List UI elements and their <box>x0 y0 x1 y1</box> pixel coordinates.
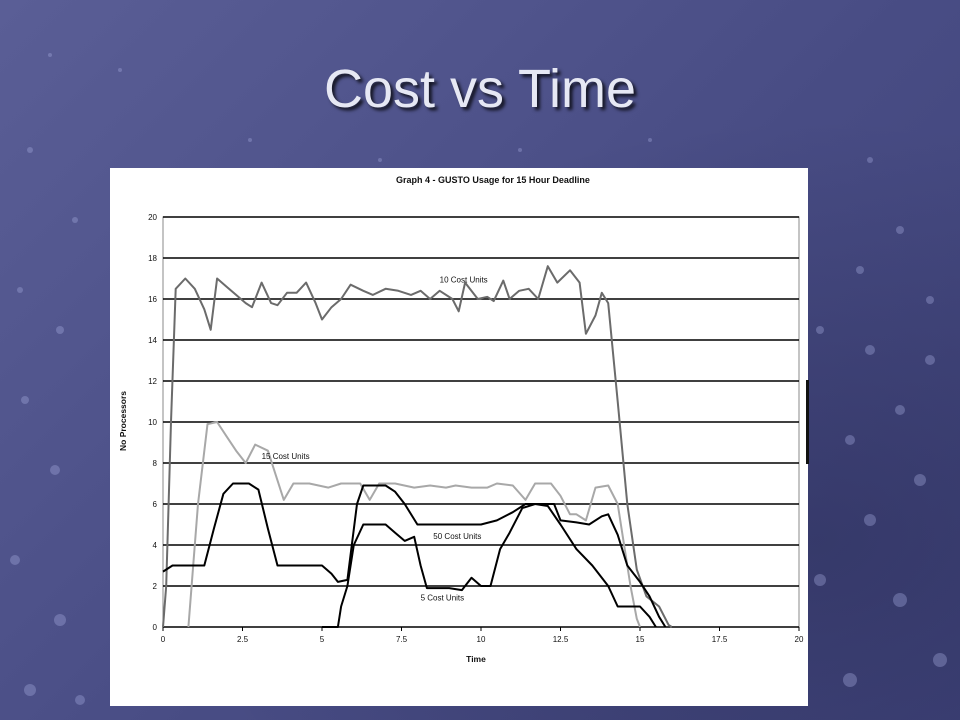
background-dot <box>248 138 252 142</box>
x-tick-label: 17.5 <box>712 635 728 644</box>
background-dot <box>895 405 905 415</box>
background-dot <box>865 345 875 355</box>
chart-title: Graph 4 - GUSTO Usage for 15 Hour Deadli… <box>396 175 590 185</box>
slide-title: Cost vs Time <box>323 59 637 119</box>
background-dot <box>48 53 52 57</box>
series-label: 15 Cost Units <box>262 452 310 461</box>
divider-bar <box>806 380 809 464</box>
x-tick-label: 7.5 <box>396 635 408 644</box>
background-dot <box>864 514 876 526</box>
series-line <box>162 265 673 628</box>
background-dot <box>50 465 60 475</box>
background-dot <box>816 326 824 334</box>
series-line <box>322 503 657 628</box>
series-label: 10 Cost Units <box>440 276 488 285</box>
background-dot <box>518 148 522 152</box>
x-tick-label: 0 <box>161 635 166 644</box>
x-tick-label: 12.5 <box>553 635 569 644</box>
background-dot <box>54 614 66 626</box>
y-tick-label: 14 <box>148 336 157 345</box>
y-tick-label: 0 <box>153 623 158 632</box>
x-tick-label: 10 <box>477 635 486 644</box>
x-tick-label: 5 <box>320 635 325 644</box>
x-tick-label: 15 <box>636 635 645 644</box>
x-tick-label: 20 <box>795 635 804 644</box>
y-tick-label: 18 <box>148 254 157 263</box>
series-line <box>187 421 641 628</box>
y-axis-label: No Processors <box>118 391 128 451</box>
y-tick-label: 10 <box>148 418 157 427</box>
axis-ticks: 0 2 4 6 8 10 12 14 16 18 20 0 2.5 5 7.5 10 12.5 15 17.5 20 <box>148 213 804 644</box>
y-tick-label: 12 <box>148 377 157 386</box>
series-lines <box>162 265 673 628</box>
background-dot <box>914 474 926 486</box>
background-dot <box>27 147 33 153</box>
y-tick-label: 2 <box>153 582 158 591</box>
background-dot <box>867 157 873 163</box>
background-dot <box>926 296 934 304</box>
background-dot <box>814 574 826 586</box>
background-dot <box>72 217 78 223</box>
series-line <box>162 482 667 628</box>
background-dot <box>118 68 122 72</box>
background-dot <box>17 287 23 293</box>
series-annotations: 10 Cost Units 15 Cost Units 50 Cost Units 5… <box>262 276 488 603</box>
chart-image: Graph 4 - GUSTO Usage for 15 Hour Deadli… <box>110 168 808 706</box>
background-dot <box>56 326 64 334</box>
x-tick-label: 2.5 <box>237 635 249 644</box>
background-dot <box>856 266 864 274</box>
background-dot <box>925 355 935 365</box>
x-axis-label: Time <box>466 654 486 664</box>
background-dot <box>21 396 29 404</box>
background-dot <box>845 435 855 445</box>
y-tick-label: 6 <box>153 500 158 509</box>
background-dot <box>24 684 36 696</box>
y-tick-label: 8 <box>153 459 158 468</box>
background-dot <box>893 593 907 607</box>
y-tick-label: 16 <box>148 295 157 304</box>
y-tick-label: 20 <box>148 213 157 222</box>
background-dot <box>843 673 857 687</box>
background-dot <box>648 138 652 142</box>
line-chart: Graph 4 - GUSTO Usage for 15 Hour Deadli… <box>118 175 804 664</box>
background-dot <box>896 226 904 234</box>
background-dot <box>10 555 20 565</box>
background-dot <box>378 158 382 162</box>
series-label: 50 Cost Units <box>433 532 481 541</box>
background-dot <box>75 695 85 705</box>
series-label: 5 Cost Units <box>421 593 465 602</box>
background-dot <box>933 653 947 667</box>
y-tick-label: 4 <box>153 541 158 550</box>
